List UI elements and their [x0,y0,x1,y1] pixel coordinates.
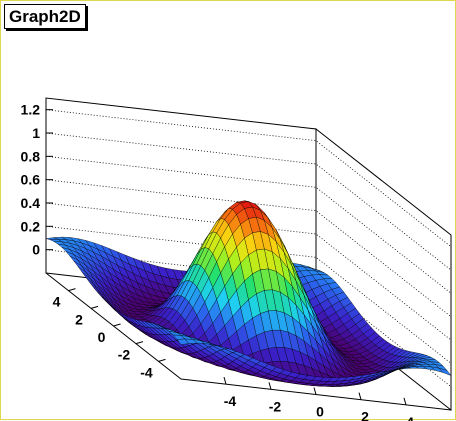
y-tick [158,358,166,362]
y-tick-label: 4 [53,294,61,310]
y-tick-label: -4 [140,364,153,380]
x-tick-label: 2 [361,409,369,421]
surface-cell [438,367,452,376]
y-tick-label: -2 [118,347,131,363]
y-tick [68,288,76,292]
y-tick [135,341,144,345]
y-tick-label: 0 [98,329,106,345]
grid-line [45,109,452,248]
x-tick-label: 4 [406,414,414,421]
x-tick [268,382,272,390]
y-tick [113,323,121,327]
grid-line [45,225,452,364]
z-tick-label: 0.2 [21,218,41,234]
surface-mesh [45,200,452,387]
z-tick-label: 1.2 [21,102,41,118]
y-tick [90,305,99,309]
x-tick-label: -2 [269,398,282,414]
grid-line [45,179,452,318]
y-axis: 420 -2 -4 [53,288,166,380]
x-tick [358,392,362,400]
x-tick-label: 0 [316,404,324,420]
grid-line [45,155,452,294]
grid-line [45,132,452,271]
x-axis: -4 -2 0 2 4 [223,377,414,421]
z-tick-label: 0.8 [21,148,41,164]
grid-line [45,202,452,341]
z-tick-label: 0 [32,242,40,258]
z-tick-label: 0.6 [21,172,41,188]
chart-title: Graph2D [4,4,86,29]
z-tick-label: 0.4 [21,195,41,211]
x-tick-label: -4 [224,393,237,409]
x-tick [313,387,317,395]
z-axis: 0 0.2 0.4 0.6 0.8 1 1.2 [21,98,53,273]
x-tick [403,397,407,405]
z-tick-label: 1 [32,125,40,141]
right-wall [315,127,452,412]
y-tick-label: 2 [75,311,83,327]
x-tick [223,377,227,385]
